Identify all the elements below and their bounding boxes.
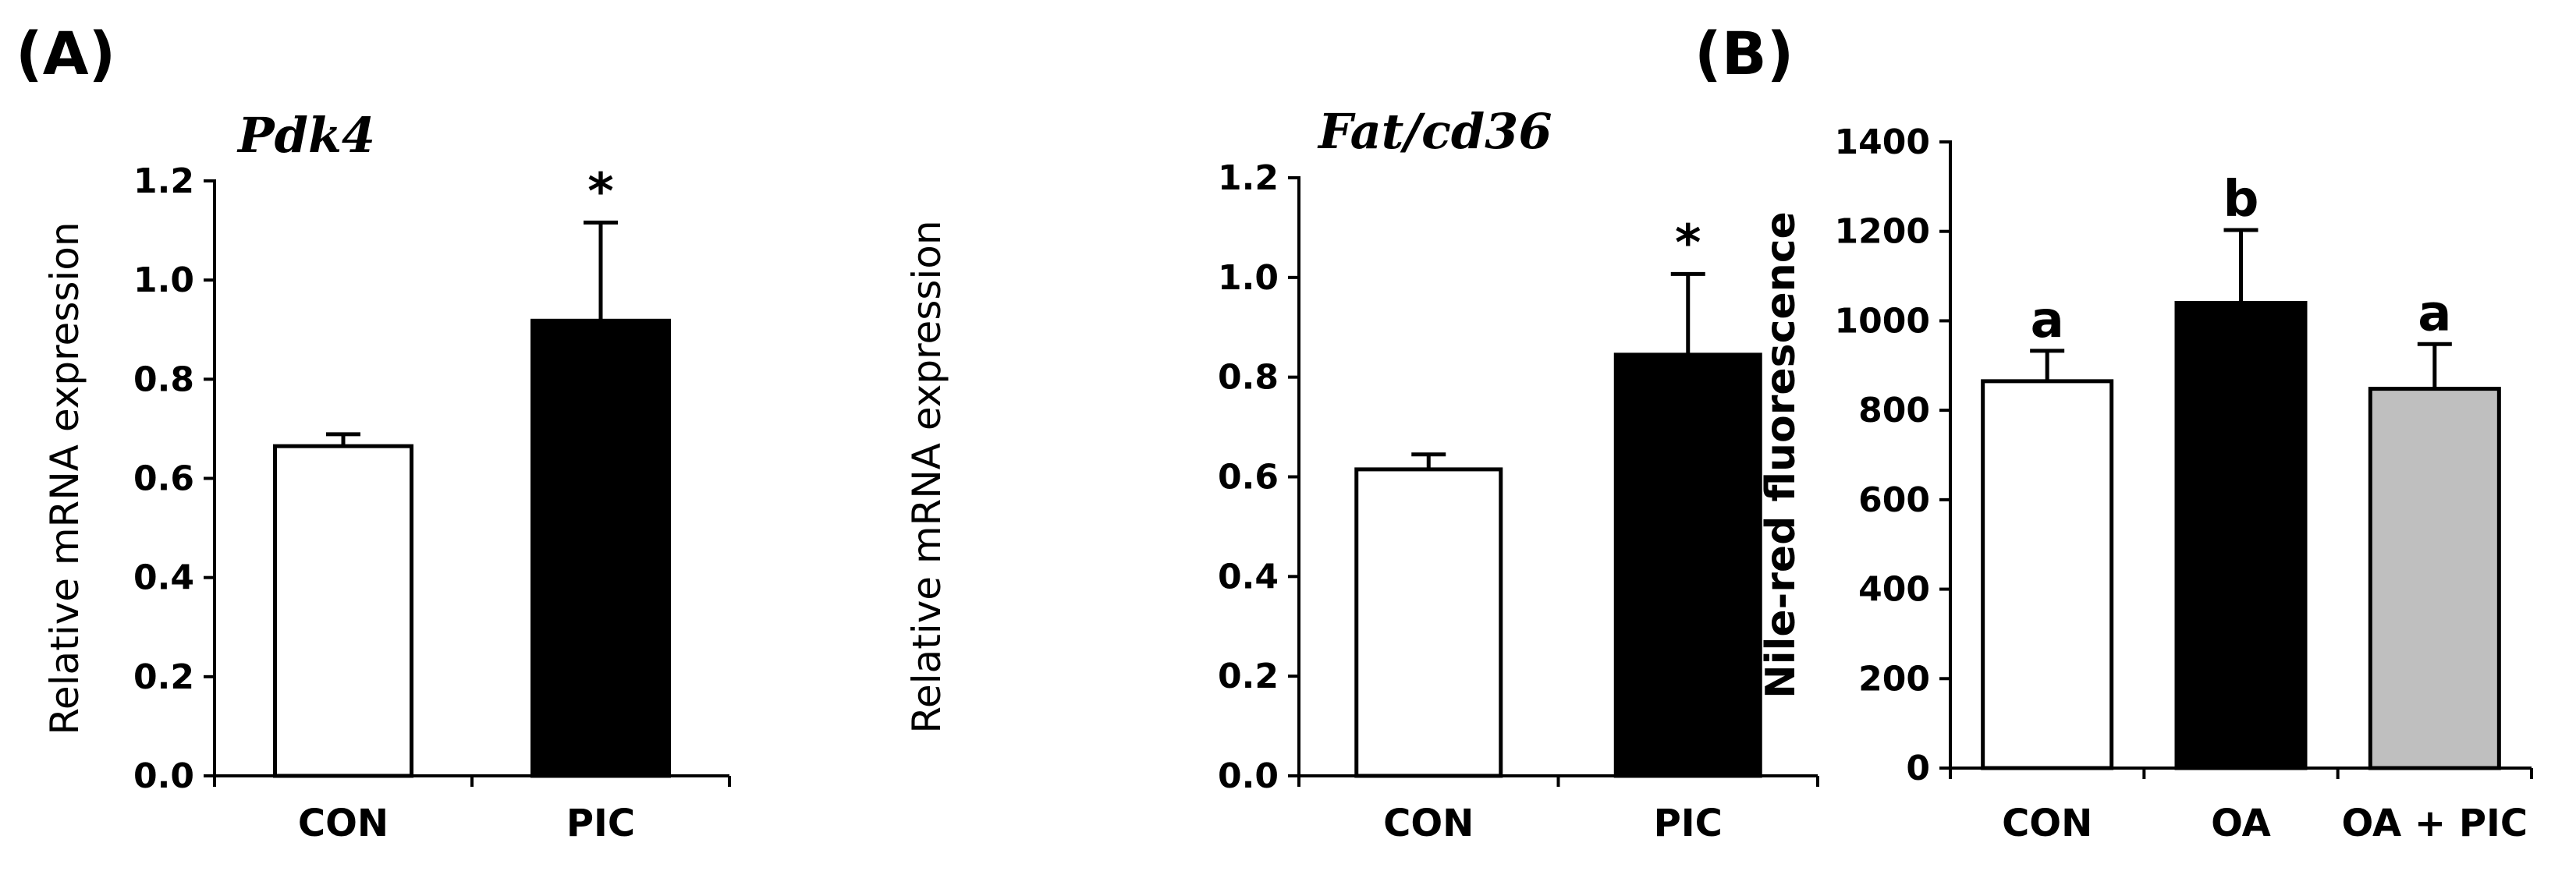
y-tick-label: 0.6 [1218, 458, 1279, 497]
y-axis-label: Nile-red fluorescence [1758, 211, 1804, 699]
bar-pic [530, 318, 671, 778]
x-tick-label: CON [298, 802, 389, 845]
y-tick-label: 1.2 [133, 161, 194, 201]
y-tick-label: 0.4 [133, 558, 194, 598]
x-tick-label: CON [1383, 802, 1474, 845]
chart-title: Pdk4 [236, 107, 375, 164]
y-tick-label: 0.2 [1218, 657, 1279, 696]
chart-fat-cd36: Fat/cd36 Relative mRNA expression 0.0 0.2 0.… [904, 103, 1819, 845]
bar-con [1981, 379, 2114, 770]
chart-pdk4: Pdk4 Relative mRNA expression 0.0 0.2 0.4 0.6… [42, 107, 731, 845]
y-tick-label: 0.4 [1218, 557, 1279, 597]
y-tick-label: 1200 [1835, 212, 1930, 252]
x-tick-label: PIC [1654, 802, 1723, 845]
y-tick-label: 400 [1858, 570, 1930, 610]
significance-label: a [2418, 285, 2451, 342]
y-tick-label: 0.6 [133, 459, 194, 499]
y-tick-label: 0 [1906, 749, 1930, 788]
y-tick-label: 0.8 [1218, 358, 1279, 398]
y-tick-label: 0.0 [1218, 756, 1279, 796]
x-tick-label: OA + PIC [2342, 802, 2528, 845]
significance-label: a [2031, 292, 2064, 349]
chart-nile-red: Nile-red fluorescence 0 200 400 600 800 1000 12… [1758, 122, 2533, 845]
y-tick-label: 1.0 [1218, 258, 1279, 298]
significance-label: * [587, 163, 613, 221]
x-tick-label: OA [2211, 802, 2271, 845]
bar-pic [1613, 352, 1762, 778]
y-tick-label: 800 [1858, 391, 1930, 430]
panel-label-a: (A) [16, 19, 115, 88]
y-tick-label: 1.0 [133, 260, 194, 300]
y-tick-label: 1000 [1835, 301, 1930, 341]
significance-label: * [1675, 214, 1701, 272]
x-tick-label: PIC [566, 802, 635, 845]
bar-con [1354, 467, 1503, 778]
y-tick-label: 1400 [1835, 122, 1930, 162]
y-tick-label: 600 [1858, 480, 1930, 520]
significance-label: b [2223, 171, 2259, 228]
y-tick-label: 1.2 [1218, 158, 1279, 198]
bar-oa-pic [2368, 387, 2501, 770]
panel-label-b: (B) [1694, 19, 1794, 88]
y-tick-label: 0.0 [133, 756, 194, 796]
bar-con [273, 444, 413, 778]
bar-oa [2174, 300, 2308, 770]
y-tick-label: 0.8 [133, 359, 194, 399]
x-tick-label: CON [2002, 802, 2092, 845]
y-tick-label: 0.2 [133, 657, 194, 697]
chart-title: Fat/cd36 [1317, 103, 1552, 160]
y-tick-label: 200 [1858, 659, 1930, 699]
y-axis-label: Relative mRNA expression [904, 220, 949, 733]
y-axis-label: Relative mRNA expression [42, 221, 87, 735]
